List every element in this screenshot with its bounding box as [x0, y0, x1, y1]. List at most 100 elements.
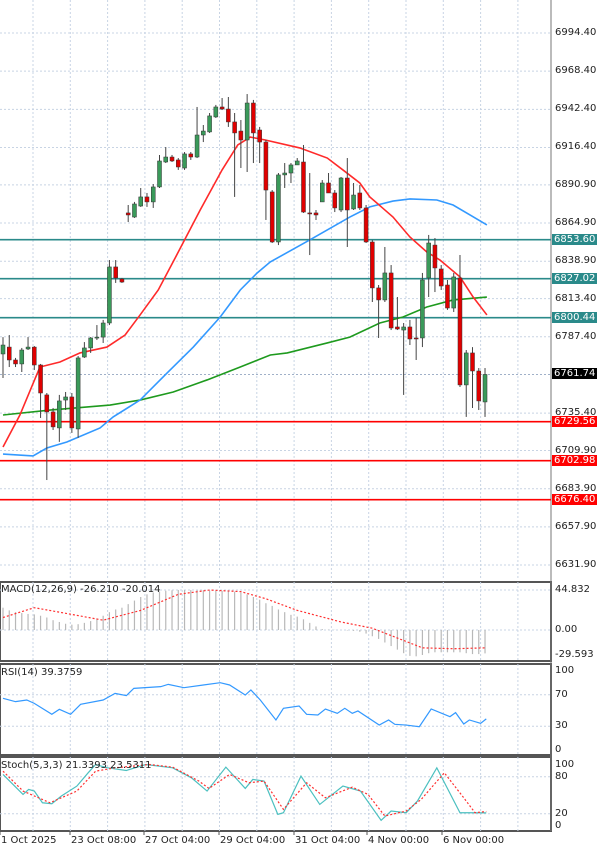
price-tick-label: 6735.40	[555, 407, 597, 419]
bullish-candle	[25, 346, 31, 350]
resistance-level-price-tag: 6800.44	[552, 311, 598, 323]
rsi-tick-label: 0	[555, 744, 562, 755]
resistance-level-price-tag: 6853.60	[552, 233, 598, 245]
bearish-candle	[119, 278, 125, 283]
bullish-candle	[351, 194, 356, 210]
bullish-candle	[132, 203, 137, 218]
bearish-candle	[345, 177, 350, 211]
bearish-candle	[445, 284, 450, 309]
bullish-candle	[163, 156, 169, 163]
bullish-candle	[107, 266, 112, 324]
macd-signal-line	[2, 589, 486, 650]
macd-tick-label: 44.832	[555, 584, 590, 595]
macd-tick-label: 0.00	[555, 624, 578, 635]
bullish-candle	[451, 276, 456, 309]
stoch-tick-label: 0	[555, 820, 562, 831]
ma-fast-line	[2, 136, 488, 448]
bearish-candle	[50, 411, 56, 428]
bullish-candle	[94, 336, 100, 339]
bearish-candle	[188, 153, 194, 158]
bullish-candle	[320, 182, 325, 203]
price-tick-label: 6942.40	[555, 103, 597, 115]
bearish-candle	[376, 287, 381, 301]
bearish-candle	[307, 212, 312, 215]
bearish-candle	[313, 212, 319, 216]
bearish-candle	[251, 102, 256, 134]
bearish-candle	[457, 277, 463, 386]
bullish-candle	[288, 164, 294, 174]
bullish-candle	[294, 160, 300, 166]
time-axis-label: 31 Oct 04:00	[295, 835, 361, 846]
bullish-candle	[201, 130, 206, 136]
rsi-tick-label: 70	[555, 688, 568, 700]
bearish-candle	[144, 196, 150, 203]
price-tick-label: 6631.90	[555, 559, 597, 570]
bearish-candle	[238, 130, 244, 141]
panel-frame	[0, 581, 552, 662]
stoch-tick-label: 100	[555, 758, 575, 770]
price-tick-label: 6787.40	[555, 330, 597, 342]
bearish-candle	[226, 108, 231, 123]
bearish-candle	[432, 244, 438, 269]
resistance-level-price-tag: 6827.02	[552, 272, 598, 284]
bullish-candle	[100, 322, 106, 338]
bearish-candle	[169, 156, 175, 162]
bullish-candle	[244, 102, 250, 141]
bullish-candle	[420, 279, 425, 339]
bullish-candle	[482, 374, 488, 403]
time-axis-label: 1 Oct 2025	[1, 835, 57, 846]
bullish-candle	[57, 400, 62, 429]
panel-frame	[0, 663, 552, 756]
price-tick-label: 6994.40	[555, 27, 597, 38]
bearish-candle	[44, 394, 50, 413]
bearish-candle	[257, 129, 262, 143]
bearish-candle	[332, 192, 338, 209]
price-tick-label: 6683.90	[555, 482, 597, 494]
stoch-tick-label: 80	[555, 770, 568, 782]
price-tick-label: 6916.40	[555, 141, 597, 153]
bearish-candle	[263, 141, 269, 191]
bullish-candle	[88, 337, 93, 349]
bearish-candle	[219, 106, 225, 110]
bearish-candle	[269, 191, 275, 243]
support-level-price-tag: 6676.40	[552, 493, 598, 505]
bearish-candle	[232, 121, 237, 134]
support-level-price-tag: 6702.98	[552, 454, 598, 466]
price-tick-label: 6890.90	[555, 178, 597, 190]
stoch-tick-label: 20	[555, 807, 568, 819]
ma-mid-line	[2, 198, 488, 457]
bullish-candle	[426, 242, 431, 279]
bearish-candle	[125, 212, 131, 216]
bearish-candle	[69, 396, 75, 429]
bearish-candle	[13, 359, 18, 365]
ma-slow-line	[2, 296, 487, 416]
current-price-tag: 6761.74	[552, 368, 598, 380]
rsi-tick-label: 100	[555, 665, 575, 676]
macd-label: MACD(12,26,9) -26.210 -20.014	[1, 584, 161, 595]
bearish-candle	[38, 364, 43, 394]
time-axis-label: 29 Oct 04:00	[220, 835, 286, 846]
bearish-candle	[476, 370, 482, 402]
price-tick-label: 6813.40	[555, 292, 597, 304]
time-axis-label: 4 Nov 00:00	[368, 835, 430, 846]
bearish-candle	[438, 268, 444, 287]
bullish-candle	[338, 177, 344, 211]
price-tick-label: 6657.90	[555, 520, 597, 532]
bullish-candle	[213, 106, 219, 118]
bearish-candle	[407, 326, 413, 340]
bearish-candle	[357, 192, 363, 209]
bearish-candle	[176, 159, 181, 168]
rsi-tick-label: 30	[555, 720, 568, 732]
bearish-candle	[32, 346, 37, 366]
bearish-candle	[363, 207, 369, 243]
price-tick-label: 6709.90	[555, 444, 597, 456]
bullish-candle	[19, 349, 25, 365]
time-axis-label: 27 Oct 04:00	[145, 835, 211, 846]
support-level-price-tag: 6729.56	[552, 415, 598, 427]
time-axis-label: 6 Nov 00:00	[443, 835, 505, 846]
bullish-candle	[63, 396, 68, 401]
price-tick-label: 6968.40	[555, 65, 597, 77]
bullish-candle	[157, 160, 162, 188]
bullish-candle	[182, 153, 187, 169]
